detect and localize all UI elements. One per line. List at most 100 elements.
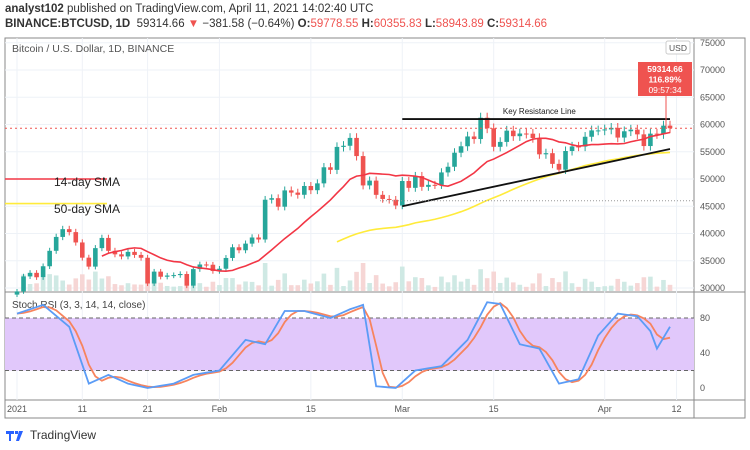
candle-body: [138, 254, 144, 258]
volume-bar: [80, 274, 85, 291]
volume-bar: [465, 278, 470, 291]
candle-body: [484, 117, 490, 129]
candle-body: [164, 275, 170, 277]
candle-body: [47, 250, 52, 267]
candle-body: [589, 130, 594, 137]
candle-body: [334, 146, 340, 170]
volume-bar: [563, 271, 568, 291]
volume-bar: [347, 280, 353, 291]
candle-body: [106, 237, 111, 251]
volume-bar: [621, 281, 627, 291]
price-label-price: 59314.66: [647, 64, 683, 74]
volume-bar: [27, 284, 33, 291]
volume-bar: [334, 267, 340, 291]
candle-body: [66, 229, 72, 233]
candle-body: [60, 229, 66, 237]
volume-bar: [641, 277, 647, 291]
volume-bar: [615, 278, 621, 291]
candle-body: [406, 181, 412, 188]
tradingview-logo[interactable]: TradingView: [6, 428, 96, 442]
candle-body: [556, 163, 562, 170]
tradingview-logo-icon: [6, 431, 23, 441]
currency-box: [665, 40, 691, 55]
candle-body: [635, 129, 640, 135]
x-tick-label: Mar: [395, 404, 411, 414]
candle-body: [367, 180, 372, 186]
volume-bar: [510, 282, 516, 291]
volume-bar: [217, 285, 222, 291]
candle-body: [582, 136, 588, 147]
volume-bar: [595, 286, 601, 291]
volume-bar: [66, 284, 72, 291]
candle-body: [73, 232, 79, 243]
candle-body: [328, 167, 333, 170]
candle-body: [262, 199, 268, 240]
brand-name: TradingView: [30, 428, 97, 442]
candle-body: [517, 133, 523, 137]
x-tick-label: 21: [143, 404, 153, 414]
y-tick-label: 30000: [700, 283, 725, 293]
volume-bar: [661, 279, 666, 291]
volume-bar: [243, 281, 248, 291]
candle-body: [452, 152, 457, 167]
candle-body: [661, 125, 666, 135]
sma14-line: [101, 131, 671, 272]
volume-bar: [569, 283, 575, 291]
volume-bar: [478, 269, 483, 291]
y-tick-label: 40000: [700, 229, 725, 239]
volume-bar: [282, 273, 288, 291]
sma14-label: 14-day SMA: [54, 175, 120, 189]
stoch-y-tick: 40: [700, 348, 710, 358]
x-tick-label: 2021: [7, 404, 27, 414]
candle-body: [132, 251, 137, 255]
candle-body: [510, 130, 516, 137]
volume-bar: [432, 286, 438, 291]
high-label: H:: [361, 18, 374, 30]
volume-bar: [328, 284, 333, 291]
candle-body: [641, 134, 647, 147]
volume-bar: [406, 281, 412, 291]
candle-body: [654, 133, 660, 135]
volume-bar: [86, 279, 92, 291]
symbol: BINANCE:BTCUSD, 1D: [5, 18, 131, 30]
volume-bar: [197, 283, 203, 291]
chart-frame: [4, 37, 746, 419]
y-tick-label: 45000: [700, 201, 725, 211]
volume-bar: [602, 286, 607, 291]
candle-body: [21, 276, 26, 292]
candle-body: [341, 145, 346, 147]
candle-body: [504, 130, 510, 142]
candle-body: [628, 129, 634, 132]
volume-bar: [138, 284, 144, 291]
sma50-line: [336, 151, 671, 243]
candle-body: [354, 137, 359, 157]
candle-body: [393, 199, 399, 206]
candle-body: [145, 257, 150, 284]
volume-bar: [34, 283, 39, 291]
volume-bar: [524, 286, 529, 291]
low-value: 58943.89: [435, 18, 484, 30]
candle-body: [86, 257, 92, 267]
volume-bar: [106, 276, 111, 291]
candle-body: [40, 266, 46, 278]
candle-body: [621, 131, 627, 138]
volume-bar: [556, 282, 562, 291]
volume-bar: [99, 278, 105, 291]
volume-bar: [648, 276, 653, 291]
candle-body: [373, 180, 379, 195]
candle-body: [14, 291, 20, 295]
candle-body: [648, 133, 653, 147]
volume-bar: [413, 277, 418, 291]
volume-bar: [530, 283, 536, 291]
volume-bar: [60, 280, 66, 291]
candle-body: [158, 271, 163, 277]
candle-body: [295, 192, 301, 195]
volume-bar: [275, 279, 281, 291]
candle-body: [282, 190, 288, 207]
volume-bar: [635, 283, 640, 291]
y-tick-label: 70000: [700, 65, 725, 75]
candle-body: [171, 275, 177, 277]
author[interactable]: analyst102: [5, 3, 64, 15]
volume-bar: [589, 281, 594, 291]
